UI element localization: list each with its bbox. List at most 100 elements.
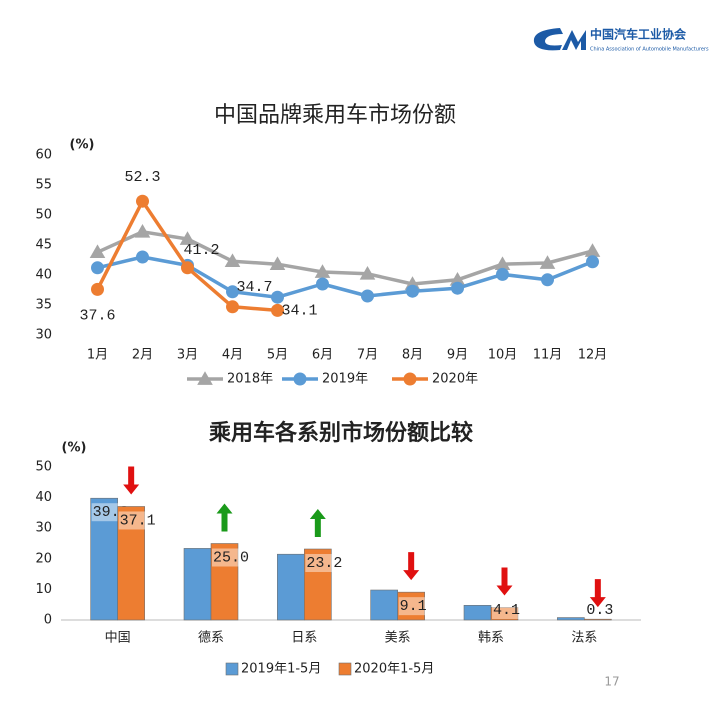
logo-mark (533, 28, 563, 51)
marker (134, 224, 151, 238)
change-arrow (309, 509, 326, 538)
series-line (97, 255, 594, 299)
marker (226, 300, 239, 314)
x-tick-label: 3月 (177, 348, 198, 363)
legend-marker (403, 372, 417, 386)
x-tick-label: 5月 (267, 348, 288, 363)
marker (271, 290, 284, 304)
data-label: 25.0 (213, 549, 249, 566)
data-label: 37.6 (79, 307, 115, 324)
marker (89, 244, 106, 259)
marker (314, 264, 331, 278)
legend-marker (293, 372, 307, 386)
label-box (118, 511, 154, 530)
marker (91, 261, 104, 275)
marker (136, 194, 149, 208)
data-label: 41.2 (183, 242, 219, 259)
bar (90, 497, 118, 621)
change-arrow (123, 466, 140, 495)
logo-subtitle: China Association of Automobile Manufact… (590, 47, 709, 53)
logo: 中国汽车工业协会 China Association of Automobile… (533, 27, 709, 53)
marker (316, 277, 329, 291)
x-tick-label: 8月 (402, 348, 423, 363)
y-tick-label: 55 (35, 178, 52, 193)
marker (359, 266, 376, 280)
marker (224, 253, 241, 268)
x-tick-label: 7月 (357, 348, 378, 363)
marker (136, 250, 149, 264)
logo-mark (562, 30, 586, 50)
x-tick-label: 美系 (385, 631, 411, 646)
x-tick-label: 9月 (447, 348, 468, 363)
bar (304, 548, 332, 621)
marker (406, 284, 419, 298)
data-label: 34.7 (236, 279, 272, 296)
marker (179, 231, 196, 245)
data-label: 34.1 (281, 302, 317, 319)
y-tick-label: 50 (35, 208, 52, 223)
y-unit: (%) (62, 441, 87, 456)
y-tick-label: 40 (35, 490, 52, 505)
x-tick-label: 10月 (488, 348, 518, 363)
data-label: 0.3 (586, 602, 613, 619)
legend-label: 2020年 (432, 372, 478, 387)
label-box (212, 548, 247, 567)
data-label: 9.1 (400, 598, 427, 615)
bar (117, 506, 145, 621)
marker (91, 282, 104, 296)
legend-label: 2018年 (227, 372, 273, 387)
bar (557, 617, 585, 621)
logo-name: 中国汽车工业协会 (590, 27, 687, 42)
x-tick-label: 12月 (578, 348, 608, 363)
y-tick-label: 35 (35, 298, 52, 313)
marker (181, 261, 194, 275)
marker (586, 255, 599, 269)
x-tick-label: 11月 (533, 348, 563, 363)
change-arrow (496, 567, 513, 596)
x-tick-label: 中国 (105, 631, 131, 646)
y-tick-label: 10 (35, 582, 52, 597)
data-label: 4.1 (493, 602, 520, 619)
bar (490, 607, 519, 621)
x-tick-label: 韩系 (478, 631, 504, 646)
y-tick-label: 50 (35, 460, 52, 475)
data-label: 52.3 (124, 169, 160, 186)
marker (541, 273, 554, 287)
x-tick-label: 4月 (222, 348, 243, 363)
page-number: 17 (604, 675, 619, 689)
change-arrow (216, 503, 233, 532)
y-unit: (%) (70, 138, 95, 153)
bar (370, 589, 398, 621)
marker (539, 255, 556, 269)
x-tick-label: 6月 (312, 348, 333, 363)
marker (271, 303, 284, 317)
label-box (305, 554, 341, 573)
data-label: 23.2 (306, 555, 342, 572)
x-tick-label: 德系 (198, 631, 224, 646)
marker (226, 285, 239, 299)
legend-swatch (338, 662, 352, 676)
marker (361, 289, 374, 303)
bar (463, 605, 492, 621)
legend-label: 2020年1-5月 (354, 662, 434, 677)
y-tick-label: 0 (44, 613, 52, 628)
legend-label: 2019年1-5月 (241, 662, 321, 677)
label-box (585, 601, 621, 619)
chart-title: 中国品牌乘用车市场份额 (214, 103, 456, 128)
x-tick-label: 1月 (87, 348, 108, 363)
x-tick-label: 2月 (132, 348, 153, 363)
bar (584, 618, 612, 621)
change-arrow (589, 579, 606, 608)
y-tick-label: 60 (35, 148, 52, 163)
y-tick-label: 20 (35, 551, 52, 566)
bar (277, 553, 305, 621)
marker (451, 281, 464, 295)
legend-label: 2019年 (322, 372, 368, 387)
marker (449, 272, 466, 286)
y-tick-label: 45 (35, 238, 52, 253)
label-box (398, 597, 434, 616)
marker (494, 256, 511, 271)
y-tick-label: 40 (35, 268, 52, 283)
marker (496, 267, 509, 281)
